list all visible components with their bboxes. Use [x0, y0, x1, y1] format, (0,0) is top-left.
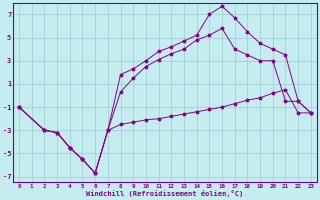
X-axis label: Windchill (Refroidissement éolien,°C): Windchill (Refroidissement éolien,°C) [86, 190, 244, 197]
